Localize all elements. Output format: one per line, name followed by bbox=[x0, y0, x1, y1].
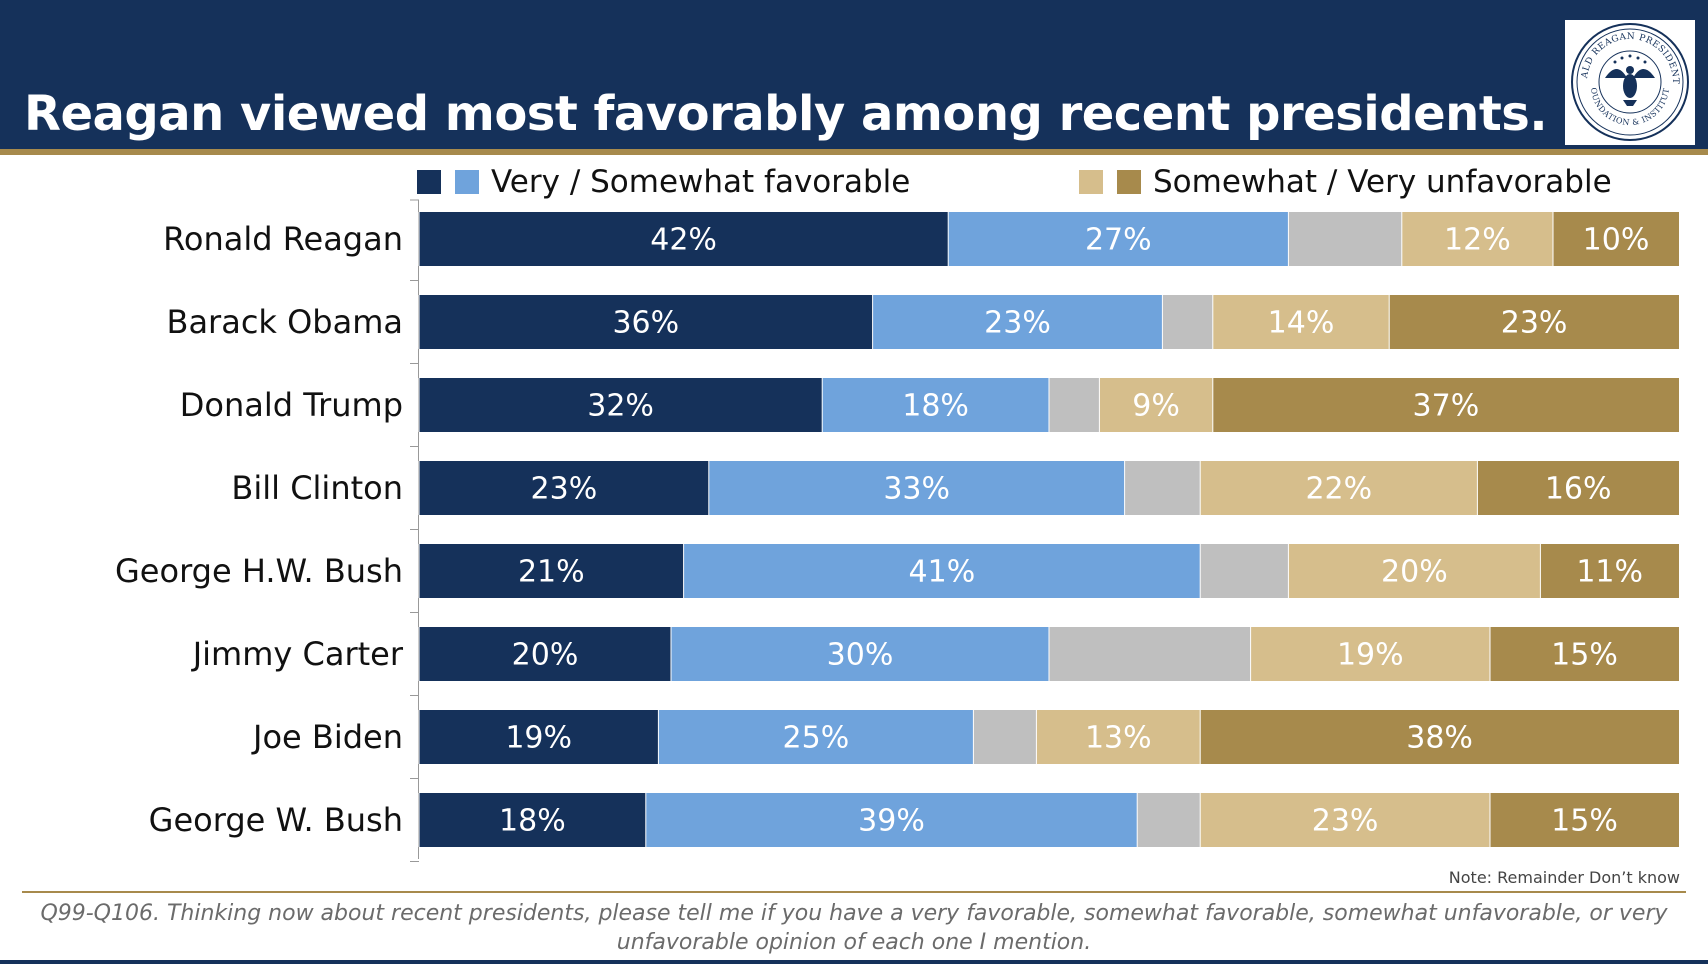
bar-very-unfavorable-joe-biden bbox=[1200, 710, 1679, 764]
bar-very-favorable-donald-trump bbox=[419, 378, 823, 432]
data-label-somewhat-unfavorable-george-w-bush: 23% bbox=[1312, 804, 1379, 839]
category-label-bill-clinton: Bill Clinton bbox=[231, 469, 403, 507]
bar-somewhat-favorable-joe-biden bbox=[658, 710, 974, 764]
data-label-very-unfavorable-george-w-bush: 15% bbox=[1551, 804, 1618, 839]
header-gold-rule bbox=[0, 149, 1708, 155]
data-label-very-favorable-ronald-reagan: 42% bbox=[650, 223, 717, 258]
bar-don-t-know-george-h-w-bush bbox=[1200, 544, 1289, 598]
data-label-somewhat-unfavorable-barack-obama: 14% bbox=[1268, 306, 1335, 341]
data-label-very-favorable-donald-trump: 32% bbox=[587, 389, 654, 424]
data-label-very-unfavorable-donald-trump: 37% bbox=[1413, 389, 1480, 424]
data-label-somewhat-favorable-george-w-bush: 39% bbox=[858, 804, 925, 839]
data-label-somewhat-unfavorable-donald-trump: 9% bbox=[1132, 389, 1180, 424]
category-label-jimmy-carter: Jimmy Carter bbox=[191, 635, 404, 673]
category-label-donald-trump: Donald Trump bbox=[180, 386, 403, 424]
bar-very-favorable-george-h-w-bush bbox=[419, 544, 684, 598]
bar-somewhat-favorable-donald-trump bbox=[822, 378, 1049, 432]
page-title: Reagan viewed most favorably among recen… bbox=[24, 86, 1548, 142]
bar-don-t-know-joe-biden bbox=[973, 710, 1037, 764]
category-label-george-w-bush: George W. Bush bbox=[149, 801, 403, 839]
bar-somewhat-favorable-ronald-reagan bbox=[948, 212, 1289, 266]
bar-very-favorable-ronald-reagan bbox=[419, 212, 949, 266]
data-label-very-unfavorable-jimmy-carter: 15% bbox=[1551, 638, 1618, 673]
bar-don-t-know-george-w-bush bbox=[1137, 793, 1201, 847]
data-label-somewhat-unfavorable-ronald-reagan: 12% bbox=[1444, 223, 1511, 258]
data-label-very-favorable-barack-obama: 36% bbox=[612, 306, 679, 341]
bar-very-unfavorable-george-w-bush bbox=[1490, 793, 1679, 847]
data-label-very-unfavorable-george-h-w-bush: 11% bbox=[1576, 555, 1643, 590]
data-label-somewhat-unfavorable-jimmy-carter: 19% bbox=[1337, 638, 1404, 673]
bar-very-favorable-barack-obama bbox=[419, 295, 873, 349]
data-label-very-unfavorable-barack-obama: 23% bbox=[1501, 306, 1568, 341]
bottom-edge-bar bbox=[0, 960, 1708, 964]
chart-note: Note: Remainder Don’t know bbox=[1448, 868, 1680, 887]
bar-very-favorable-bill-clinton bbox=[419, 461, 709, 515]
category-label-george-h-w-bush: George H.W. Bush bbox=[115, 552, 403, 590]
stacked-bar-chart: 42% 27% 12% 10% 36% 23% 14% 23% 32% 18% 9% 37% 23% 33… bbox=[115, 199, 1679, 862]
data-label-somewhat-favorable-barack-obama: 23% bbox=[984, 306, 1051, 341]
bar-don-t-know-barack-obama bbox=[1162, 295, 1213, 349]
bar-somewhat-unfavorable-ronald-reagan bbox=[1401, 212, 1553, 266]
bar-very-unfavorable-barack-obama bbox=[1389, 295, 1679, 349]
data-label-very-favorable-george-w-bush: 18% bbox=[499, 804, 566, 839]
data-label-somewhat-favorable-donald-trump: 18% bbox=[902, 389, 969, 424]
bar-somewhat-unfavorable-bill-clinton bbox=[1200, 461, 1478, 515]
bar-somewhat-favorable-barack-obama bbox=[872, 295, 1163, 349]
legend-swatch-somewhat-favorable bbox=[455, 170, 479, 194]
data-label-very-favorable-joe-biden: 19% bbox=[505, 721, 572, 756]
data-label-somewhat-favorable-joe-biden: 25% bbox=[783, 721, 850, 756]
bar-very-favorable-jimmy-carter bbox=[419, 627, 671, 681]
seal-icon: RONALD REAGAN PRESIDENTIAL FOUNDATION & … bbox=[1561, 13, 1689, 141]
foundation-seal-logo: RONALD REAGAN PRESIDENTIAL FOUNDATION & … bbox=[1561, 13, 1695, 145]
data-label-somewhat-unfavorable-bill-clinton: 22% bbox=[1305, 472, 1372, 507]
bar-don-t-know-jimmy-carter bbox=[1049, 627, 1251, 681]
data-label-very-favorable-bill-clinton: 23% bbox=[531, 472, 598, 507]
bar-somewhat-unfavorable-george-h-w-bush bbox=[1288, 544, 1541, 598]
bar-somewhat-favorable-jimmy-carter bbox=[671, 627, 1049, 681]
bar-don-t-know-ronald-reagan bbox=[1288, 212, 1402, 266]
bar-very-favorable-george-w-bush bbox=[419, 793, 646, 847]
data-label-somewhat-unfavorable-george-h-w-bush: 20% bbox=[1381, 555, 1448, 590]
data-label-very-unfavorable-bill-clinton: 16% bbox=[1545, 472, 1612, 507]
bar-somewhat-favorable-george-h-w-bush bbox=[683, 544, 1201, 598]
bar-very-unfavorable-george-h-w-bush bbox=[1540, 544, 1679, 598]
bar-somewhat-unfavorable-jimmy-carter bbox=[1250, 627, 1490, 681]
bar-very-favorable-joe-biden bbox=[419, 710, 659, 764]
legend-swatch-very-unfavorable bbox=[1117, 170, 1141, 194]
category-label-barack-obama: Barack Obama bbox=[166, 303, 403, 341]
data-label-very-favorable-george-h-w-bush: 21% bbox=[518, 555, 585, 590]
bar-somewhat-unfavorable-joe-biden bbox=[1036, 710, 1201, 764]
category-label-ronald-reagan: Ronald Reagan bbox=[163, 220, 403, 258]
legend-label-unfavorable: Somewhat / Very unfavorable bbox=[1153, 164, 1612, 200]
bar-somewhat-unfavorable-donald-trump bbox=[1099, 378, 1213, 432]
bar-somewhat-favorable-bill-clinton bbox=[708, 461, 1125, 515]
bar-somewhat-unfavorable-barack-obama bbox=[1212, 295, 1390, 349]
bar-very-unfavorable-bill-clinton bbox=[1477, 461, 1679, 515]
bar-somewhat-unfavorable-george-w-bush bbox=[1200, 793, 1490, 847]
data-label-somewhat-favorable-jimmy-carter: 30% bbox=[827, 638, 894, 673]
category-label-joe-biden: Joe Biden bbox=[251, 718, 403, 756]
bar-very-unfavorable-donald-trump bbox=[1212, 378, 1679, 432]
bar-don-t-know-donald-trump bbox=[1049, 378, 1100, 432]
data-label-very-favorable-jimmy-carter: 20% bbox=[512, 638, 579, 673]
data-label-somewhat-favorable-bill-clinton: 33% bbox=[883, 472, 950, 507]
header-banner bbox=[0, 0, 1708, 149]
bar-don-t-know-bill-clinton bbox=[1124, 461, 1201, 515]
legend-swatch-somewhat-unfavorable bbox=[1079, 170, 1103, 194]
bar-somewhat-favorable-george-w-bush bbox=[645, 793, 1138, 847]
bar-very-unfavorable-ronald-reagan bbox=[1553, 212, 1679, 266]
data-label-somewhat-unfavorable-joe-biden: 13% bbox=[1085, 721, 1152, 756]
data-label-very-unfavorable-ronald-reagan: 10% bbox=[1583, 223, 1650, 258]
legend-swatch-very-favorable bbox=[417, 170, 441, 194]
footer-gold-rule bbox=[22, 891, 1686, 893]
data-label-very-unfavorable-joe-biden: 38% bbox=[1406, 721, 1473, 756]
survey-question-text: Q99-Q106. Thinking now about recent pres… bbox=[40, 901, 1668, 955]
legend-label-favorable: Very / Somewhat favorable bbox=[491, 164, 911, 200]
data-label-somewhat-favorable-ronald-reagan: 27% bbox=[1085, 223, 1152, 258]
data-label-somewhat-favorable-george-h-w-bush: 41% bbox=[909, 555, 976, 590]
bar-very-unfavorable-jimmy-carter bbox=[1490, 627, 1679, 681]
